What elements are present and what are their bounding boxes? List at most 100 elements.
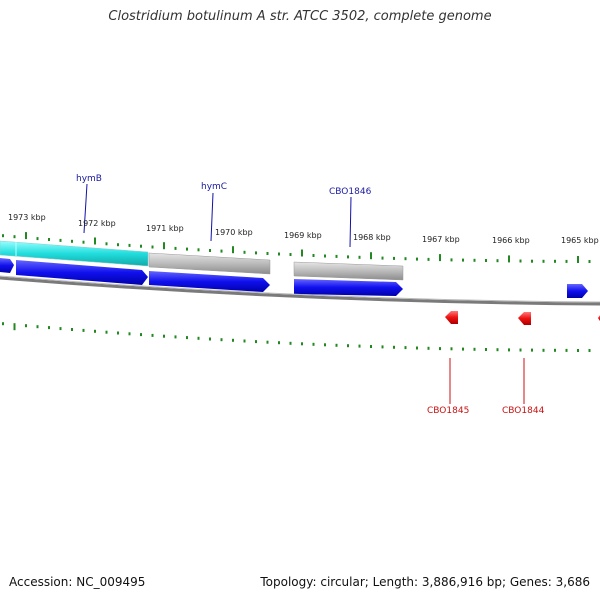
tick-mark — [140, 333, 142, 337]
tick-mark — [324, 343, 326, 347]
cyan-feature[interactable] — [0, 240, 149, 267]
gene-label-hymC[interactable]: hymC — [201, 182, 227, 192]
tick-mark — [427, 346, 430, 350]
lower-tick-track — [2, 322, 591, 352]
tick-label-1970: 1970 kbp — [215, 228, 253, 237]
genome-title: Clostridium botulinum A str. ATCC 3502, … — [108, 9, 492, 24]
tick-mark — [519, 259, 522, 263]
gene-label-CBO1846[interactable]: CBO1846 — [329, 187, 372, 197]
tick-mark — [209, 249, 211, 252]
tick-mark — [565, 348, 568, 352]
tick-mark — [450, 347, 453, 351]
tick-mark — [588, 349, 591, 352]
tick-label-1967: 1967 kbp — [422, 235, 460, 244]
tick-mark — [36, 237, 39, 241]
tick-label-1966: 1966 kbp — [492, 236, 530, 245]
tick-mark — [393, 256, 395, 260]
tick-mark — [554, 348, 556, 352]
tick-mark — [140, 244, 142, 248]
tick-mark — [542, 259, 545, 263]
label-line-hymB — [83, 183, 88, 234]
gene-label-CBO1844[interactable]: CBO1844 — [502, 406, 545, 416]
tick-mark — [243, 250, 246, 254]
gray-feature-hymC[interactable] — [148, 252, 271, 275]
tick-mark — [266, 340, 269, 344]
tick-mark — [301, 342, 303, 346]
tick-mark — [289, 341, 292, 345]
tick-mark — [232, 246, 234, 254]
tick-mark — [577, 349, 579, 352]
tick-mark — [381, 256, 384, 260]
tick-mark — [485, 259, 487, 262]
upper-tick-track — [2, 232, 591, 263]
tick-mark — [335, 343, 338, 347]
forward-gene-arrow-right-edge[interactable] — [567, 284, 588, 298]
tick-mark — [174, 335, 177, 339]
reverse-gene-arrow-CBO1845[interactable] — [445, 311, 458, 324]
tick-mark — [255, 251, 257, 255]
tick-mark — [197, 336, 200, 340]
tick-mark — [577, 256, 579, 263]
gene-label-hymB[interactable]: hymB — [76, 174, 102, 184]
tick-mark — [25, 232, 27, 240]
tick-mark — [301, 249, 303, 257]
tick-mark — [427, 257, 430, 261]
forward-gene-arrow-hymB[interactable] — [16, 260, 148, 285]
tick-mark — [13, 235, 16, 239]
tick-mark — [416, 257, 418, 261]
tick-mark — [358, 255, 361, 259]
tick-mark — [117, 243, 119, 247]
tick-mark — [565, 259, 568, 263]
tick-mark — [508, 255, 510, 263]
tick-mark — [554, 259, 556, 263]
tick-mark — [439, 254, 441, 262]
tick-mark — [496, 259, 499, 263]
label-line-CBO1846 — [349, 196, 352, 248]
tick-mark — [220, 249, 223, 253]
tick-mark — [542, 348, 545, 352]
tick-mark — [94, 237, 96, 245]
gray-feature-CBO1846[interactable] — [293, 261, 404, 281]
reverse-gene-arrow-CBO1844[interactable] — [518, 312, 531, 325]
tick-mark — [82, 240, 85, 244]
forward-gene-arrow-hymC[interactable] — [149, 271, 270, 292]
tick-mark — [312, 342, 315, 346]
tick-mark — [209, 337, 211, 341]
tick-mark — [404, 346, 407, 350]
tick-mark — [13, 323, 16, 331]
tick-label-1972: 1972 kbp — [78, 219, 116, 228]
tick-mark — [335, 254, 338, 258]
tick-label-1971: 1971 kbp — [146, 224, 184, 233]
tick-mark — [324, 254, 326, 258]
tick-mark — [232, 338, 234, 342]
tick-mark — [266, 252, 269, 255]
tick-label-1965: 1965 kbp — [561, 236, 599, 245]
tick-mark — [117, 331, 119, 335]
tick-mark — [197, 248, 200, 252]
tick-mark — [450, 258, 453, 262]
tick-mark — [473, 347, 476, 351]
forward-gene-arrow-left-edge[interactable] — [0, 258, 14, 273]
gene-label-CBO1845[interactable]: CBO1845 — [427, 406, 469, 416]
tick-mark — [105, 330, 108, 334]
tick-mark — [278, 341, 280, 345]
tick-mark — [531, 348, 533, 352]
tick-mark — [128, 332, 131, 336]
tick-label-1969: 1969 kbp — [284, 231, 322, 240]
tick-mark — [48, 326, 50, 330]
tick-mark — [404, 257, 407, 261]
genome-backbone — [0, 276, 600, 306]
tick-mark — [25, 324, 27, 328]
forward-gene-arrow-CBO1846[interactable] — [294, 279, 403, 296]
tick-mark — [151, 245, 154, 249]
tick-mark — [462, 347, 464, 351]
tick-label-1968: 1968 kbp — [353, 233, 391, 242]
tick-mark — [59, 327, 62, 331]
tick-mark — [71, 328, 73, 331]
tick-mark — [381, 345, 384, 349]
tick-mark — [220, 338, 223, 342]
tick-mark — [312, 254, 315, 257]
tick-mark — [36, 325, 39, 329]
tick-mark — [2, 322, 4, 326]
accession-text: Accession: NC_009495 — [9, 575, 146, 589]
